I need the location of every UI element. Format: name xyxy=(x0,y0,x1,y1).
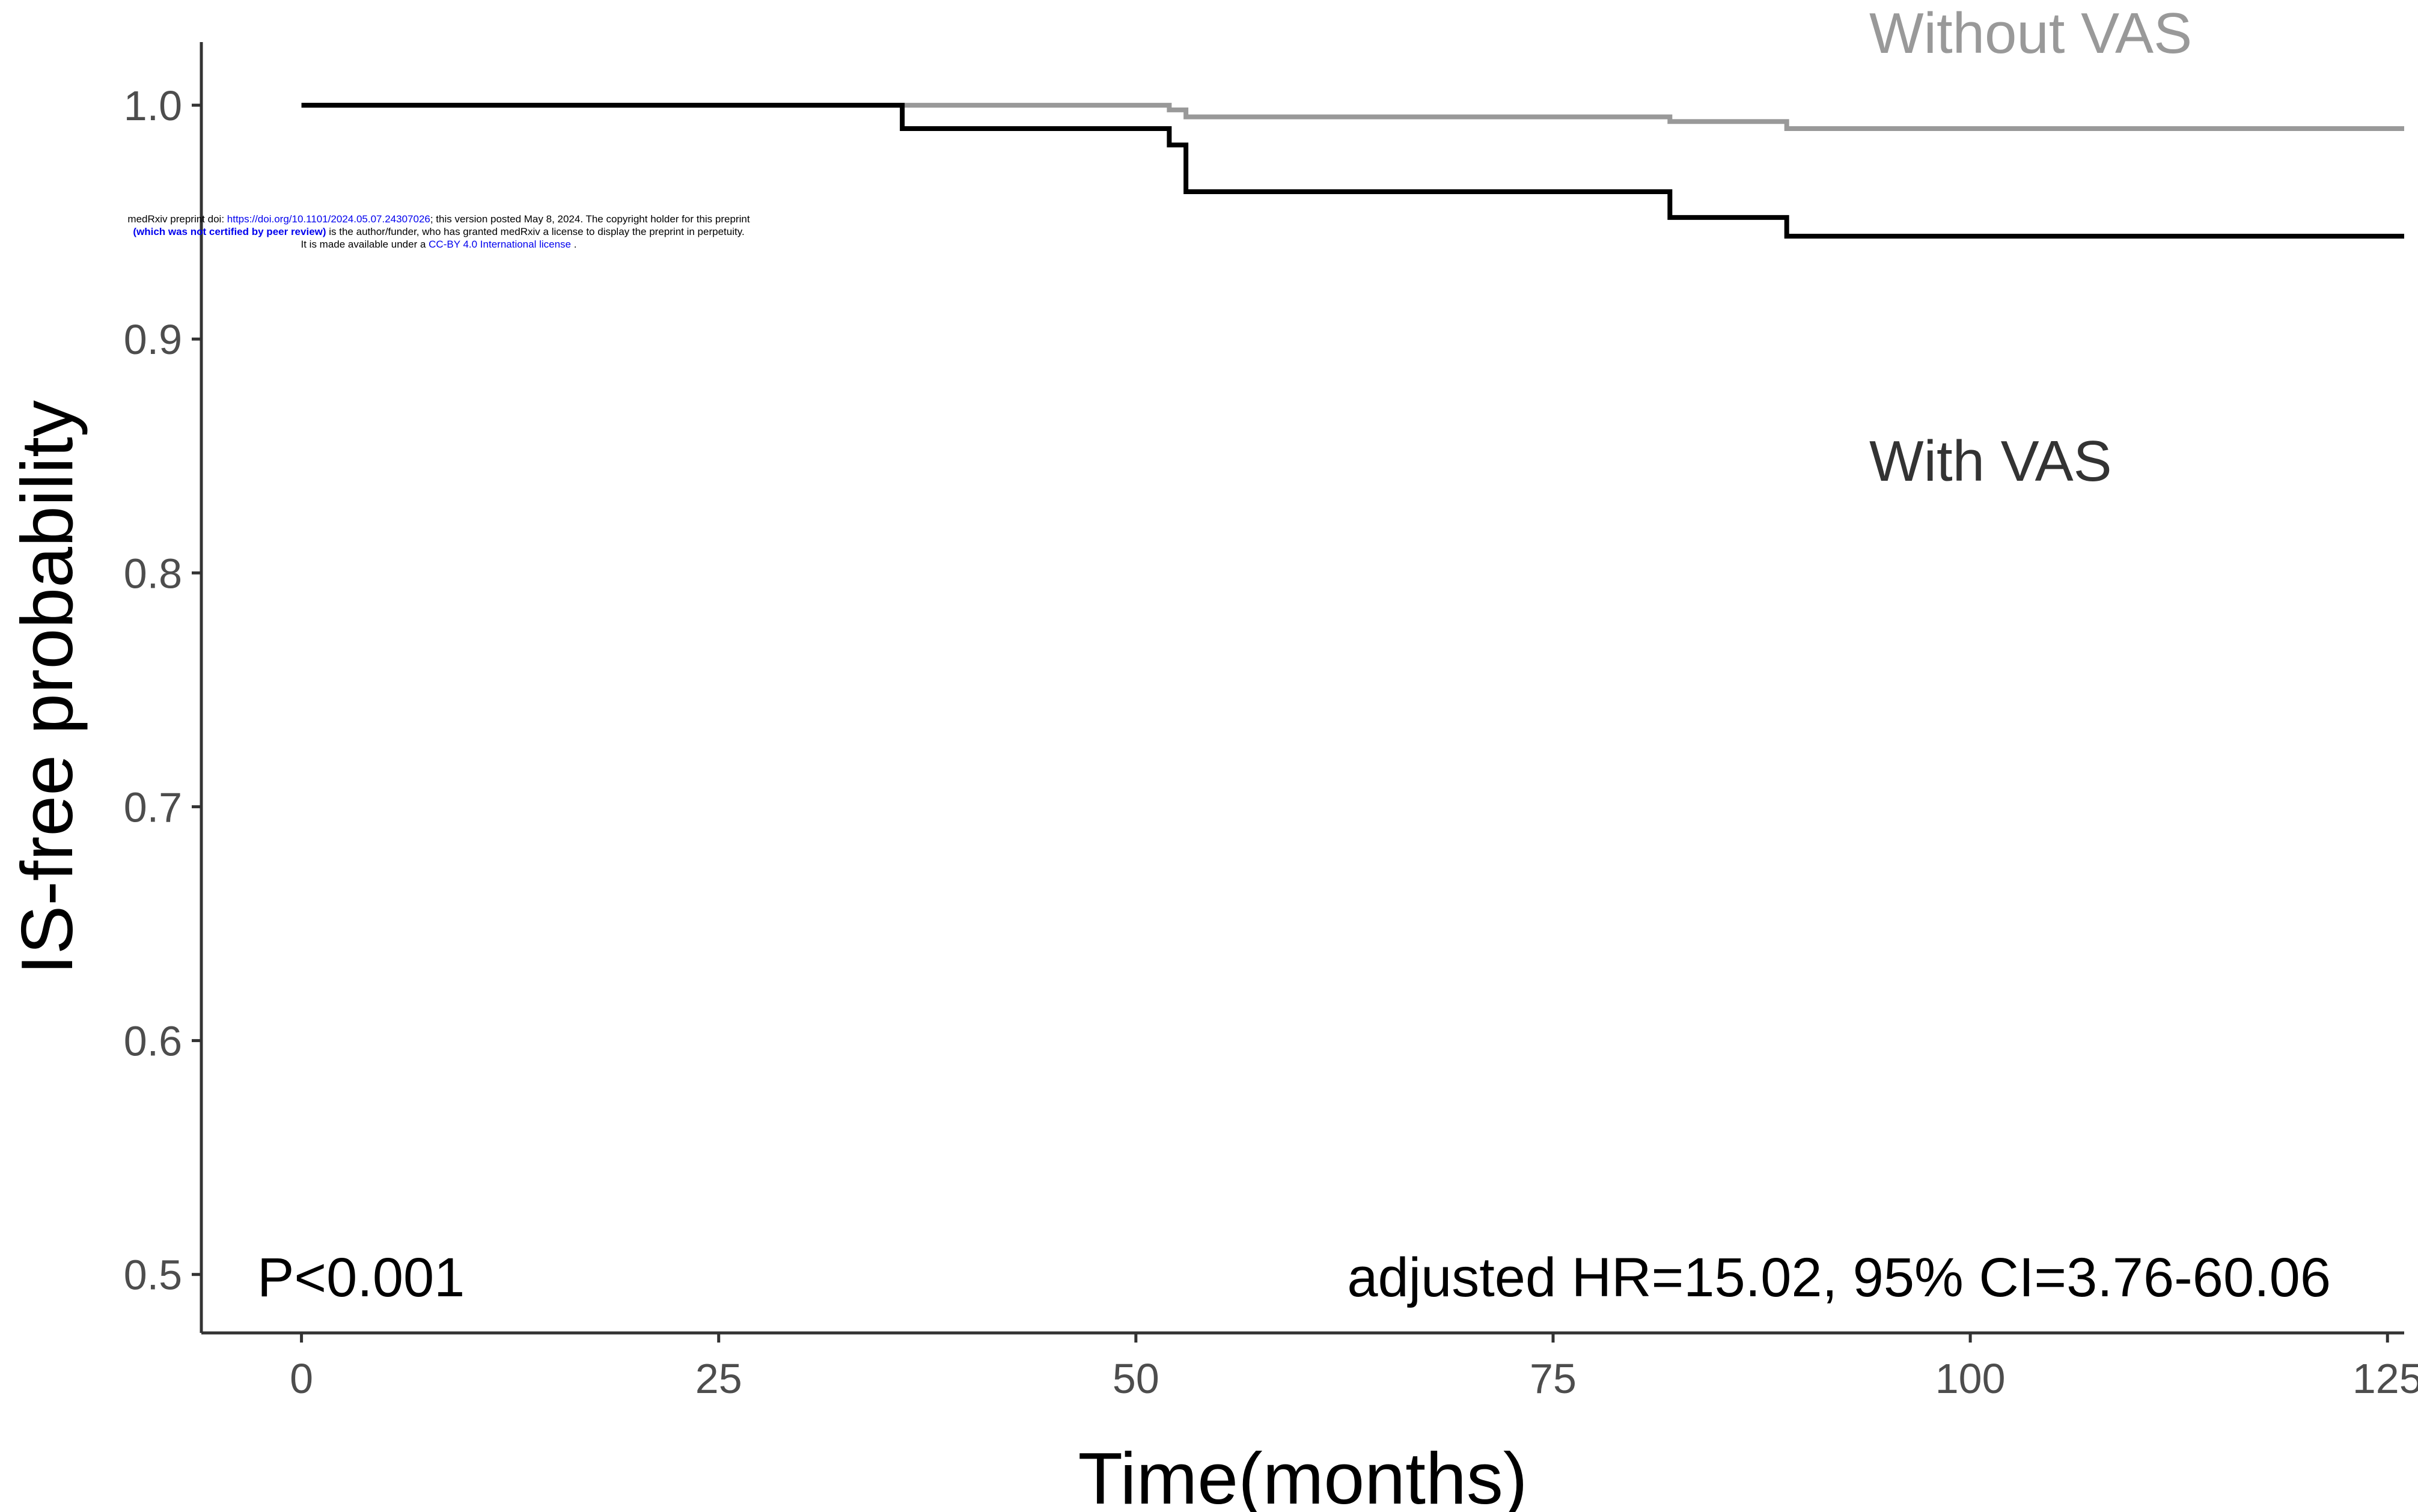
series-line-1 xyxy=(301,103,2404,239)
peer-review-note: (which was not certified by peer review) xyxy=(133,226,326,237)
y-tick-label: 0.8 xyxy=(124,550,182,597)
preprint-watermark: medRxiv preprint doi: https://doi.org/10… xyxy=(24,213,853,251)
hazard-ratio-annotation: adjusted HR=15.02, 95% CI=3.76-60.06 xyxy=(1347,1247,2331,1308)
x-tick-label: 50 xyxy=(1113,1355,1159,1402)
watermark-text: medRxiv preprint doi: xyxy=(127,213,227,225)
series-label-with-vas: With VAS xyxy=(1869,429,2112,493)
watermark-line-1: medRxiv preprint doi: https://doi.org/10… xyxy=(24,213,853,225)
watermark-text: ; this version posted May 8, 2024. The c… xyxy=(430,213,750,225)
watermark-line-2: (which was not certified by peer review)… xyxy=(24,225,853,238)
license-link[interactable]: CC-BY 4.0 International license xyxy=(429,239,572,250)
x-tick-label: 100 xyxy=(1935,1355,2006,1402)
watermark-text: It is made available under a xyxy=(301,239,429,250)
y-tick-label: 0.5 xyxy=(124,1252,182,1299)
y-tick-label: 0.6 xyxy=(124,1018,182,1065)
series-line-0 xyxy=(301,103,2404,131)
y-tick-label: 0.7 xyxy=(124,784,182,831)
series-layer xyxy=(301,103,2404,239)
x-tick-label: 0 xyxy=(290,1355,313,1402)
watermark-line-3: It is made available under a CC-BY 4.0 I… xyxy=(24,238,853,251)
y-axis-title: IS-free probability xyxy=(6,400,88,975)
x-axis-title: Time(months) xyxy=(1078,1437,1528,1512)
watermark-text: is the author/funder, who has granted me… xyxy=(326,226,745,237)
watermark-text: . xyxy=(571,239,577,250)
doi-link[interactable]: https://doi.org/10.1101/2024.05.07.24307… xyxy=(227,213,430,225)
labels-layer: Time(months) IS-free probability Without V… xyxy=(6,1,2331,1512)
p-value-annotation: P<0.001 xyxy=(257,1247,465,1308)
x-tick-label: 25 xyxy=(695,1355,742,1402)
x-tick-label: 75 xyxy=(1530,1355,1577,1402)
x-tick-label: 125 xyxy=(2352,1355,2418,1402)
y-tick-label: 0.9 xyxy=(124,316,182,363)
y-tick-label: 1.0 xyxy=(124,82,182,129)
axes: 0.5 0.6 0.7 0.8 0.9 1.0 0 25 50 75 100 125 xyxy=(124,42,2418,1402)
series-label-without-vas: Without VAS xyxy=(1869,1,2192,66)
